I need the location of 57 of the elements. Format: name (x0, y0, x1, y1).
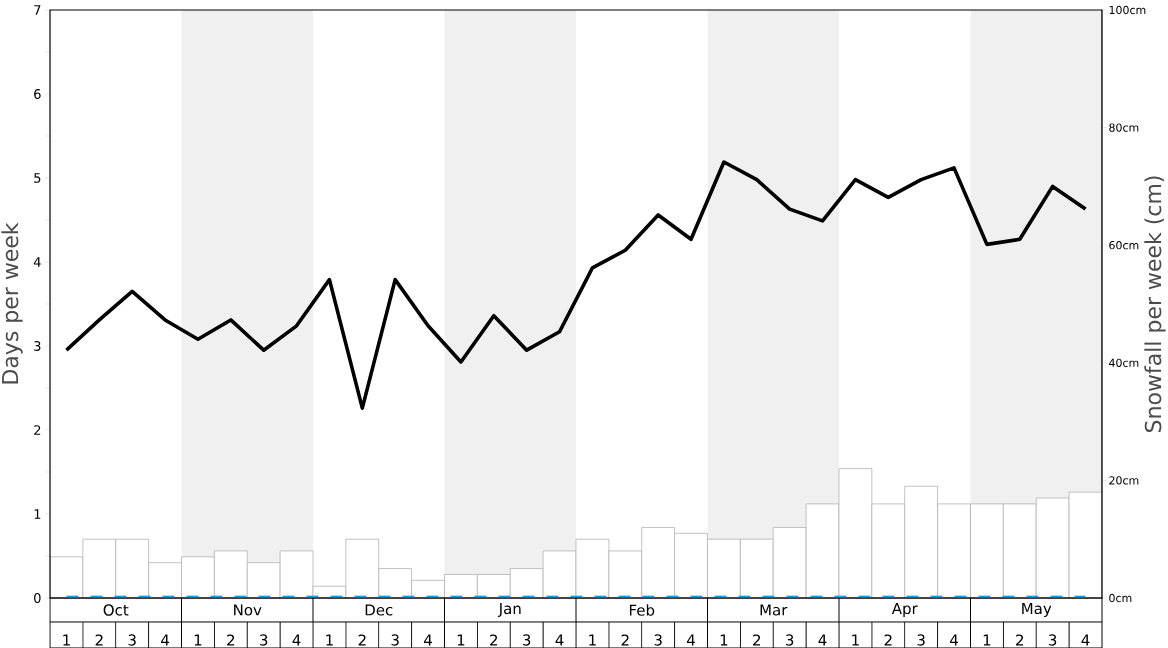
x-tick-label: 1 (194, 634, 202, 646)
x-tick-label: 1 (589, 634, 596, 646)
y2-tick-label: 60cm (1109, 241, 1139, 250)
x-tick-label: 1 (63, 634, 70, 646)
x-tick-label: 3 (917, 634, 925, 646)
y2-tick-label: 80cm (1109, 123, 1139, 132)
y-tick-label: 2 (34, 425, 41, 435)
text: Oct (103, 604, 129, 616)
y2-tick-label: 40cm (1109, 358, 1139, 367)
x-tick-label: 2 (884, 634, 892, 646)
y2-tick-label: 0cm (1109, 593, 1132, 603)
x-tick-label: 2 (95, 634, 103, 646)
x-tick-label: 3 (1049, 634, 1057, 646)
x-tick-label: 3 (260, 634, 268, 646)
y2-tick-label: 100cm (1109, 5, 1146, 15)
x-tick-label: 2 (227, 634, 235, 646)
x-tick-label: 3 (391, 634, 399, 646)
y-tick-label: 0 (34, 593, 41, 603)
x-tick-label: 4 (818, 634, 827, 646)
text: Jan (497, 603, 521, 617)
y2-tick-label: 20cm (1109, 476, 1139, 485)
text: May (1022, 602, 1052, 618)
text: Nov (234, 604, 262, 616)
x-tick-label: 4 (424, 634, 432, 646)
x-tick-label: 4 (949, 634, 958, 646)
text: Feb (629, 604, 655, 616)
x-tick-label: 1 (457, 634, 465, 646)
x-tick-label: 2 (753, 634, 761, 646)
x-tick-label: 1 (852, 634, 859, 646)
text: Dec (365, 604, 393, 616)
y-tick-label: 5 (34, 173, 41, 183)
y-tick-label: 4 (33, 257, 41, 267)
y-tick-label: 1 (34, 509, 41, 519)
x-tick-label: 4 (555, 634, 564, 646)
x-tick-label: 1 (326, 634, 333, 646)
y2-axis-title: Snowfall per week (cm) (1144, 176, 1166, 432)
x-tick-label: 4 (292, 634, 301, 646)
x-tick-label: 3 (786, 634, 794, 646)
x-tick-label: 3 (128, 634, 136, 646)
y-tick-label: 7 (34, 5, 41, 15)
x-tick-label: 4 (161, 634, 169, 646)
x-tick-label: 2 (1016, 634, 1024, 646)
x-tick-label: 4 (687, 634, 695, 646)
y-tick-label: 6 (34, 89, 41, 99)
x-tick-label: 3 (654, 634, 662, 646)
x-tick-label: 4 (1081, 634, 1090, 646)
x-tick-label: 2 (621, 634, 629, 646)
text: Mar (760, 604, 788, 616)
x-tick-label: 1 (983, 634, 991, 646)
text: Apr (891, 602, 918, 618)
y-tick-label: 3 (34, 341, 41, 351)
x-tick-label: 3 (523, 634, 531, 646)
x-tick-label: 2 (490, 634, 498, 646)
x-tick-label: 1 (720, 634, 728, 646)
x-tick-label: 2 (358, 634, 366, 646)
line-series (64, 160, 1088, 410)
y-axis-title: Days per week (1, 222, 23, 384)
